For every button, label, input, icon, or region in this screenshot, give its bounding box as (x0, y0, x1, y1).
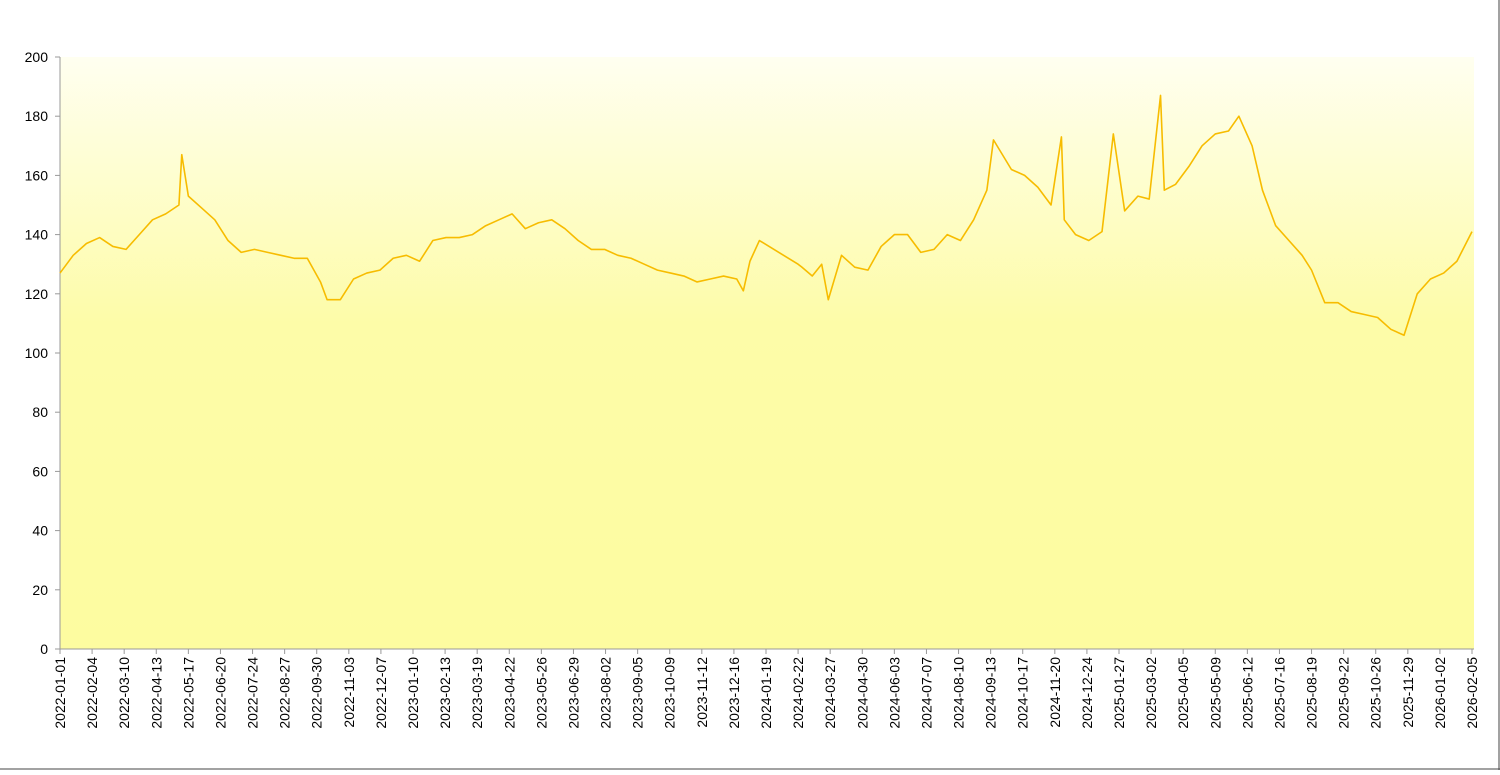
x-tick-label: 2025-10-26 (1368, 657, 1384, 729)
x-tick-label: 2022-01-01 (52, 657, 68, 729)
data-line (59, 94, 1473, 337)
x-tick-label: 2022-11-03 (341, 657, 357, 728)
x-tick-label: 2024-02-22 (790, 657, 806, 729)
y-tick-label: 80 (32, 404, 48, 420)
x-tick-label: 2022-09-30 (309, 657, 325, 729)
x-tick-label: 2023-09-05 (630, 657, 646, 729)
x-tick-label: 2022-08-27 (277, 657, 293, 729)
x-tick-label: 2025-03-02 (1143, 657, 1159, 729)
x-tick-label: 2025-09-22 (1336, 657, 1352, 729)
x-tick-label: 2024-06-03 (886, 657, 902, 729)
x-tick-label: 2026-02-05 (1464, 657, 1480, 729)
x-tick-label: 2022-04-13 (148, 657, 164, 729)
y-tick-label: 60 (32, 463, 48, 479)
plot-area (60, 57, 1474, 649)
y-tick-label: 160 (25, 167, 49, 183)
x-tick-label: 2025-04-05 (1175, 657, 1191, 729)
x-tick-label: 2024-07-07 (918, 657, 934, 729)
x-tick-label: 2024-11-20 (1047, 657, 1063, 728)
x-tick-label: 2023-01-10 (405, 657, 421, 729)
x-tick-label: 2022-05-17 (180, 657, 196, 729)
x-tick-label: 2024-03-27 (822, 657, 838, 729)
x-tick-label: 2023-02-13 (437, 657, 453, 729)
x-tick-label: 2024-10-17 (1015, 657, 1031, 729)
x-tick-label: 2026-01-02 (1432, 657, 1448, 729)
x-tick-label: 2023-03-19 (469, 657, 485, 729)
y-tick-label: 180 (25, 108, 49, 124)
x-tick-label: 2024-04-30 (854, 657, 870, 729)
y-tick-label: 20 (32, 582, 48, 598)
x-tick-label: 2023-08-02 (598, 657, 614, 729)
x-tick-label: 2025-01-27 (1111, 657, 1127, 729)
y-tick-label: 100 (25, 345, 49, 361)
x-tick-label: 2025-11-29 (1400, 657, 1416, 728)
x-tick-label: 2023-06-29 (565, 657, 581, 729)
x-tick-label: 2022-06-20 (212, 657, 228, 729)
x-tick-label: 2022-12-07 (373, 657, 389, 729)
x-tick-label: 2025-06-12 (1239, 657, 1255, 729)
x-tick-label: 2023-12-16 (726, 657, 742, 729)
x-tick-label: 2025-05-09 (1207, 657, 1223, 729)
x-tick-label: 2023-10-09 (662, 657, 678, 729)
x-tick-label: 2023-04-22 (501, 657, 517, 729)
x-tick-label: 2024-12-24 (1079, 657, 1095, 729)
x-tick-label: 2024-01-19 (758, 657, 774, 729)
y-tick-label: 40 (32, 523, 48, 539)
x-tick-label: 2024-08-10 (951, 657, 967, 729)
x-tick-label: 2022-02-04 (84, 657, 100, 729)
x-tick-label: 2022-03-10 (116, 657, 132, 729)
y-tick-label: 140 (25, 227, 49, 243)
x-tick-label: 2025-07-16 (1271, 657, 1287, 729)
x-tick-label: 2024-09-13 (983, 657, 999, 729)
x-tick-label: 2023-11-12 (694, 657, 710, 728)
y-tick-label: 200 (25, 49, 49, 65)
x-tick-label: 2022-07-24 (245, 657, 261, 729)
x-tick-label: 2025-08-19 (1304, 657, 1320, 729)
y-tick-label: 120 (25, 286, 49, 302)
y-tick-label: 0 (40, 641, 48, 657)
x-tick-label: 2023-05-26 (533, 657, 549, 729)
